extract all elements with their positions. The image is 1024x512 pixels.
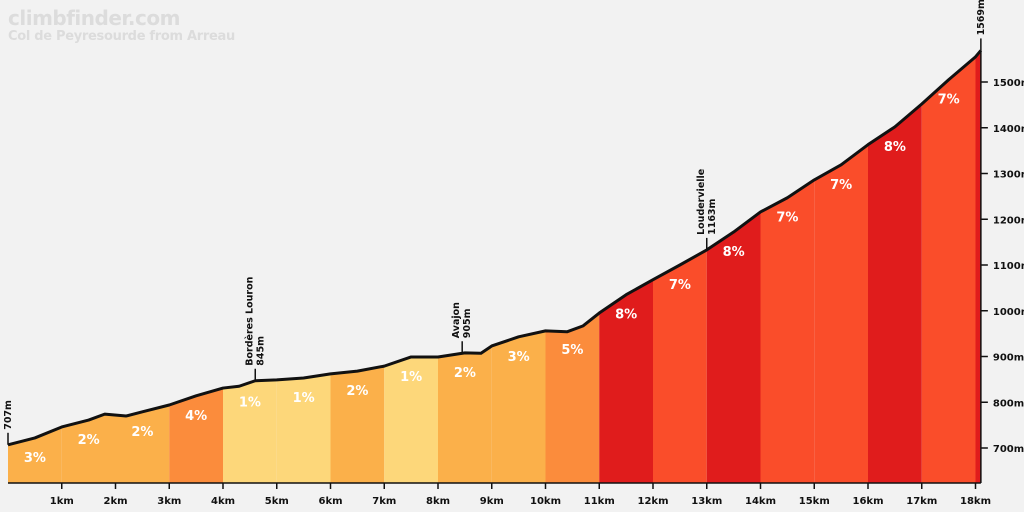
profile-line: [7, 49, 983, 447]
grade-label: 7%: [938, 93, 960, 108]
poi-name: Loudervielle: [696, 169, 707, 235]
grade-label: 2%: [78, 433, 100, 448]
x-tick-label: 10km: [530, 496, 561, 507]
poi-label: Loudervielle 1163m: [696, 169, 718, 235]
grade-segment: [706, 211, 761, 483]
grade-segment: [223, 379, 277, 483]
grade-segment: [653, 249, 707, 483]
grade-segment: [491, 330, 546, 483]
grade-segment: [61, 414, 116, 483]
grade-label: 8%: [723, 245, 745, 260]
y-tick-label: 1500m: [993, 78, 1024, 89]
x-tick-label: 9km: [480, 496, 504, 507]
poi-label: 707m: [3, 400, 14, 430]
grade-segment: [760, 179, 815, 483]
poi-elevation: 1569m: [976, 0, 987, 35]
y-tick-label: 700m: [993, 444, 1024, 455]
x-tick-label: 3km: [157, 496, 181, 507]
grade-label: 7%: [669, 278, 691, 293]
grade-segment: [384, 356, 438, 483]
grade-segment: [438, 345, 492, 483]
brand-logo: climbfinder.com: [8, 6, 180, 30]
y-tick-label: 1400m: [993, 124, 1024, 135]
x-tick-label: 2km: [103, 496, 127, 507]
x-tick-label: 14km: [745, 496, 776, 507]
grade-label: 3%: [508, 350, 530, 365]
grade-segment: [330, 366, 385, 483]
poi-elevation: 905m: [462, 308, 473, 338]
poi-label: Avajon 905m: [451, 302, 473, 338]
poi-label: Bordères Louron 845m: [244, 276, 266, 365]
y-tick-label: 900m: [993, 353, 1024, 364]
poi-name: Avajon: [451, 302, 462, 338]
x-tick-label: 1km: [50, 496, 74, 507]
grade-segment: [115, 404, 170, 483]
grade-label: 1%: [400, 370, 422, 385]
grade-segment: [169, 388, 223, 483]
x-tick-label: 5km: [265, 496, 289, 507]
x-tick-label: 8km: [426, 496, 450, 507]
x-tick-label: 4km: [211, 496, 235, 507]
poi-label: 1569m: [976, 0, 987, 35]
x-tick-label: 16km: [853, 496, 884, 507]
grade-segment: [921, 56, 976, 484]
y-tick-label: 1200m: [993, 215, 1024, 226]
grade-label: 4%: [185, 409, 207, 424]
grade-label: 8%: [884, 140, 906, 155]
grade-label: 1%: [293, 391, 315, 406]
x-tick-label: 13km: [691, 496, 722, 507]
grade-label: 7%: [830, 178, 852, 193]
grade-label: 3%: [24, 451, 46, 466]
y-tick-label: 1100m: [993, 261, 1024, 272]
poi-elevation: 845m: [255, 336, 266, 366]
grade-label: 7%: [776, 211, 798, 226]
grade-segment: [8, 426, 62, 483]
x-tick-label: 12km: [638, 496, 669, 507]
grade-label: 2%: [131, 425, 153, 440]
grade-segment: [975, 50, 981, 484]
grade-segment: [276, 373, 331, 483]
grade-label: 2%: [454, 366, 476, 381]
x-tick-label: 6km: [318, 496, 342, 507]
grade-segment: [868, 103, 922, 484]
x-tick-label: 18km: [960, 496, 991, 507]
x-tick-label: 11km: [584, 496, 615, 507]
y-tick-label: 800m: [993, 398, 1024, 409]
poi-elevation: 1163m: [707, 198, 718, 234]
grade-segment: [599, 279, 653, 483]
grade-label: 5%: [561, 343, 583, 358]
grade-label: 1%: [239, 396, 261, 411]
x-tick-label: 17km: [906, 496, 937, 507]
grade-label: 8%: [615, 308, 637, 323]
chart-title: Col de Peyresourde from Arreau: [8, 29, 235, 44]
y-tick-label: 1000m: [993, 307, 1024, 318]
grade-segment: [545, 313, 600, 483]
y-tick-label: 1300m: [993, 170, 1024, 181]
poi-elevation: 707m: [3, 400, 14, 430]
x-tick-label: 7km: [372, 496, 396, 507]
poi-name: Bordères Louron: [244, 276, 255, 365]
grade-segment: [814, 144, 868, 484]
x-tick-label: 15km: [799, 496, 830, 507]
grade-label: 2%: [346, 384, 368, 399]
